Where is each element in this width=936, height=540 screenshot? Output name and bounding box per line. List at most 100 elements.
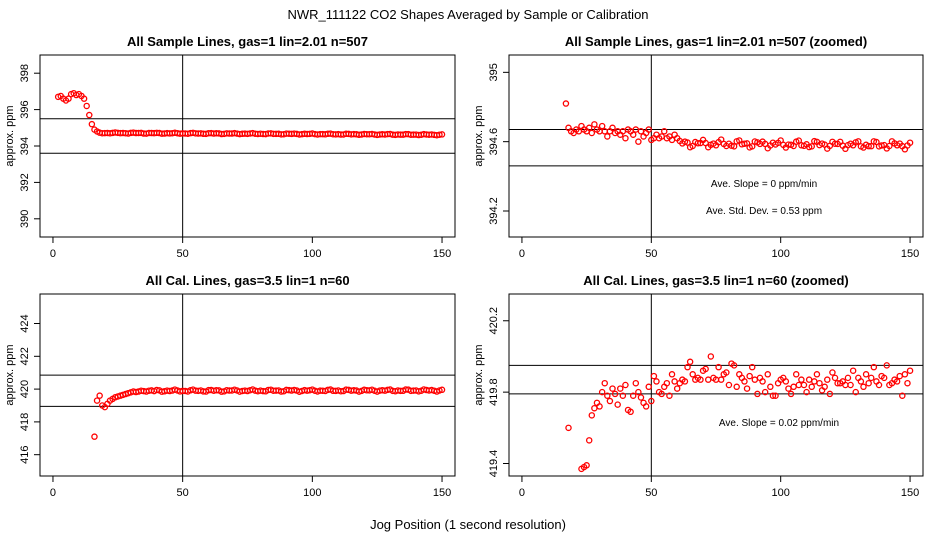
data-point: [883, 362, 891, 369]
x-tick-label: 100: [303, 248, 321, 260]
y-tick-label: 394.6: [488, 128, 500, 156]
panel-title: All Sample Lines, gas=1 lin=2.01 n=507 (…: [565, 34, 867, 49]
data-point: [798, 376, 805, 383]
data-point: [743, 385, 751, 392]
panel-title: All Cal. Lines, gas=3.5 lin=1 n=60 (zoom…: [583, 273, 849, 288]
chart-panel-3: All Cal. Lines, gas=3.5 lin=1 n=60 0 50 100…: [4, 273, 456, 499]
data-point: [865, 379, 872, 387]
data-point: [748, 143, 756, 150]
data-point: [896, 372, 903, 380]
data-point: [663, 379, 671, 387]
data-point: [868, 374, 875, 382]
y-tick-label: 424: [19, 314, 31, 332]
data-point: [588, 412, 596, 419]
data-point: [767, 383, 774, 391]
data-point: [91, 433, 98, 440]
data-point: [769, 392, 777, 399]
y-axis-label: approx. ppm: [4, 105, 16, 166]
y-tick-label: 396: [19, 100, 31, 118]
data-point: [562, 100, 570, 107]
data-point: [880, 374, 888, 382]
y-axis-label: approx. ppm: [473, 344, 485, 405]
data-point: [901, 371, 909, 378]
data-point: [588, 129, 596, 137]
data-point: [826, 390, 834, 398]
data-point: [805, 376, 813, 383]
data-point: [694, 139, 702, 147]
data-point: [764, 371, 772, 378]
data-point: [606, 397, 614, 405]
data-point: [808, 383, 815, 391]
data-point: [681, 378, 689, 385]
data-point: [725, 381, 733, 389]
data-point: [614, 401, 621, 408]
data-point: [800, 381, 808, 389]
data-point: [684, 139, 691, 146]
panel-annotation: Ave. Slope = 0 ppm/min: [711, 179, 817, 190]
data-point: [650, 372, 658, 380]
data-point: [723, 369, 730, 376]
chart-panel-2: All Sample Lines, gas=1 lin=2.01 n=507 (…: [473, 34, 924, 260]
data-point: [619, 392, 627, 399]
y-tick-label: 394: [19, 137, 31, 155]
data-point: [86, 111, 93, 119]
data-point: [748, 363, 756, 371]
data-point: [604, 392, 611, 399]
data-point: [868, 142, 875, 150]
x-tick-label: 50: [177, 248, 189, 260]
data-point: [596, 403, 603, 410]
panel-annotation: Ave. Slope = 0.02 ppm/min: [719, 418, 839, 429]
data-point: [591, 121, 598, 128]
x-tick-label: 0: [519, 248, 525, 260]
data-point: [565, 424, 572, 432]
x-tick-label: 150: [901, 248, 919, 260]
data-point: [849, 367, 857, 374]
y-tick-label: 416: [19, 446, 31, 464]
panel-annotation: Ave. Std. Dev. = 0.53 ppm: [706, 206, 822, 217]
data-point: [583, 462, 590, 469]
x-tick-label: 150: [433, 248, 451, 260]
data-point: [604, 133, 611, 140]
figure-title: NWR_111122 CO2 Shapes Averaged by Sample…: [287, 7, 648, 22]
data-point: [795, 381, 803, 389]
data-point: [772, 392, 779, 399]
chart-panel-1: All Sample Lines, gas=1 lin=2.01 n=507 0 5…: [4, 34, 456, 260]
data-point: [697, 376, 704, 383]
data-point: [787, 390, 795, 398]
data-point: [829, 369, 836, 376]
x-tick-label: 0: [519, 487, 525, 499]
data-point: [671, 378, 678, 385]
data-point: [642, 403, 650, 410]
data-point: [790, 383, 797, 391]
plot-frame: [508, 293, 924, 477]
data-point: [637, 394, 645, 401]
data-point: [83, 102, 90, 110]
chart-panel-4: All Cal. Lines, gas=3.5 lin=1 n=60 (zoom…: [473, 273, 924, 499]
data-point: [436, 131, 443, 138]
plot-frame: [39, 293, 456, 477]
data-point: [645, 383, 652, 391]
data-point: [792, 371, 800, 378]
data-point: [906, 139, 914, 146]
data-point: [741, 140, 748, 147]
data-point: [899, 392, 906, 399]
data-point: [751, 376, 759, 383]
data-point: [684, 363, 691, 371]
data-point: [598, 122, 606, 130]
data-point: [627, 408, 634, 416]
data-point: [635, 388, 642, 396]
data-point: [761, 388, 769, 396]
x-tick-label: 100: [772, 487, 790, 499]
x-tick-label: 150: [433, 487, 451, 499]
x-tick-label: 50: [177, 487, 189, 499]
x-tick-label: 150: [901, 487, 919, 499]
y-tick-label: 419.4: [488, 450, 500, 478]
data-point: [824, 376, 831, 383]
data-point: [746, 372, 753, 380]
data-point: [715, 363, 722, 371]
data-point: [438, 131, 446, 138]
data-point: [857, 378, 865, 385]
data-point: [635, 138, 642, 145]
data-point: [795, 137, 803, 144]
